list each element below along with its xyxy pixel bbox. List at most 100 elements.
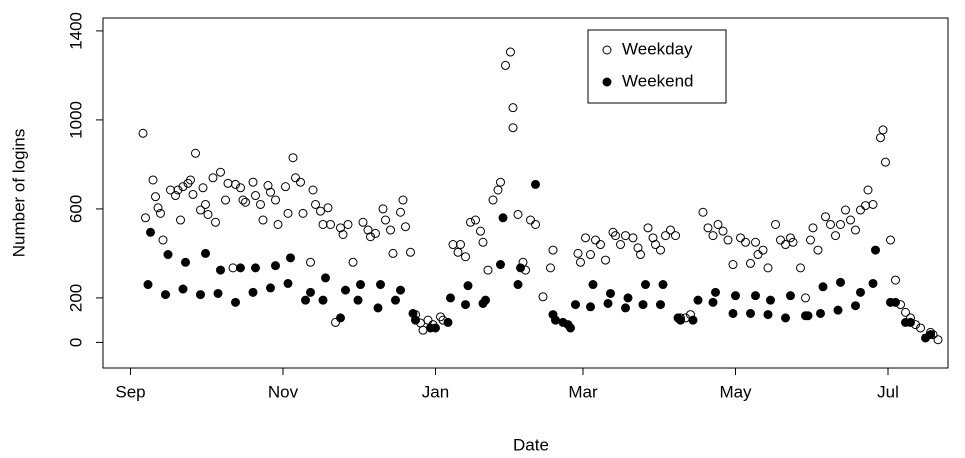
point [868, 278, 878, 288]
point [878, 125, 888, 135]
point [248, 287, 258, 297]
y-tick-label: 0 [66, 338, 85, 347]
point [863, 185, 873, 195]
point [236, 183, 245, 193]
point [851, 301, 860, 311]
point [508, 103, 518, 113]
point [581, 233, 590, 243]
point [353, 295, 363, 305]
point [228, 263, 238, 273]
point [826, 219, 835, 229]
point [336, 313, 345, 323]
point [661, 231, 670, 241]
legend-label: Weekday [622, 39, 693, 58]
point [606, 288, 615, 298]
point [161, 290, 170, 300]
point [711, 287, 720, 297]
point [636, 250, 645, 260]
point [551, 315, 560, 325]
point [191, 148, 200, 158]
point [418, 325, 428, 335]
point [288, 153, 298, 163]
point [808, 223, 818, 233]
point [478, 237, 488, 247]
point [821, 212, 830, 222]
point [301, 295, 310, 305]
point [291, 173, 300, 183]
point [731, 291, 740, 301]
point [388, 248, 398, 258]
point [396, 207, 405, 217]
point [813, 245, 823, 255]
point [306, 287, 315, 297]
point [816, 308, 825, 318]
legend-marker [602, 45, 612, 55]
x-tick-label: Jan [422, 382, 449, 401]
point [741, 237, 750, 247]
point [316, 206, 325, 216]
point [643, 223, 653, 233]
point [178, 182, 188, 192]
point [713, 219, 723, 229]
point [868, 199, 878, 209]
point [708, 231, 718, 241]
point [231, 297, 240, 307]
point [148, 175, 158, 185]
point [886, 235, 895, 245]
point [746, 258, 755, 268]
point [283, 208, 293, 218]
point [531, 179, 540, 189]
point [916, 323, 925, 333]
point [338, 229, 348, 239]
point [891, 297, 900, 307]
point [471, 215, 480, 225]
point [781, 313, 790, 323]
point [238, 195, 248, 205]
point [331, 317, 340, 327]
point [841, 205, 850, 215]
point [363, 225, 373, 235]
point [753, 250, 763, 260]
point [343, 219, 353, 229]
point [588, 280, 598, 290]
point [693, 295, 703, 305]
point [266, 187, 275, 197]
point [651, 240, 660, 250]
point [141, 213, 150, 223]
point [671, 231, 680, 241]
point [258, 215, 268, 225]
point [251, 263, 260, 273]
point [603, 298, 613, 308]
point [466, 217, 475, 227]
point [196, 205, 205, 215]
y-tick-label: 1400 [66, 12, 85, 50]
point [906, 317, 915, 327]
point [381, 215, 390, 225]
point [513, 280, 523, 290]
point [273, 219, 283, 229]
point [308, 185, 318, 195]
point [181, 257, 190, 267]
point [526, 215, 535, 225]
point [396, 285, 405, 295]
point [256, 199, 265, 209]
point [386, 225, 395, 235]
point [548, 245, 558, 255]
point [751, 291, 760, 301]
point [373, 303, 383, 313]
point [143, 280, 153, 290]
point [188, 189, 198, 199]
point [298, 208, 308, 218]
point [178, 284, 188, 294]
x-axis-label: Date [513, 435, 549, 454]
point [926, 330, 935, 340]
point [356, 280, 365, 290]
legend-box [587, 29, 727, 104]
point [728, 260, 738, 270]
x-tick-label: Sep [115, 382, 145, 401]
point [833, 305, 843, 315]
point [336, 223, 345, 233]
point [271, 261, 280, 271]
point [831, 231, 840, 241]
point [398, 195, 408, 205]
